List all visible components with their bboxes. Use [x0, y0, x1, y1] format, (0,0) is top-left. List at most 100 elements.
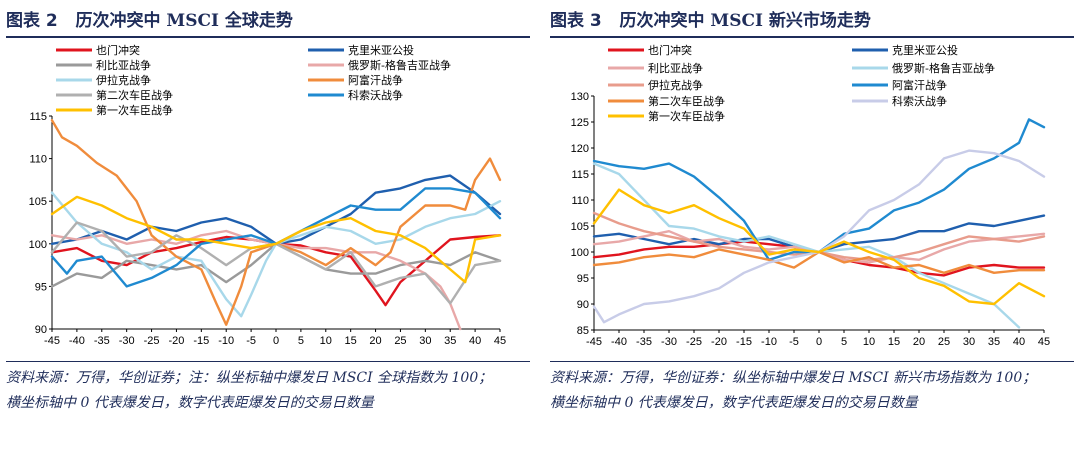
legend-label: 科索沃战争 — [892, 94, 947, 108]
y-tick-label: 85 — [577, 325, 589, 337]
series-line-4 — [50, 229, 462, 331]
x-tick-label: -5 — [789, 336, 799, 348]
legend-label: 俄罗斯-格鲁吉亚战争 — [348, 58, 451, 72]
y-tick-label: 115 — [29, 111, 47, 123]
x-tick-label: -45 — [586, 336, 602, 348]
legend-label: 阿富汗战争 — [892, 78, 947, 92]
x-tick-label: 15 — [345, 335, 357, 347]
y-tick-label: 105 — [571, 221, 589, 233]
x-tick-label: -15 — [193, 335, 209, 347]
legend-label: 利比亚战争 — [96, 58, 151, 72]
y-tick-label: 100 — [29, 239, 47, 251]
x-tick-label: -40 — [611, 336, 627, 348]
series-line-6 — [592, 118, 1046, 262]
series-line-5 — [50, 191, 502, 318]
legend-label: 第一次车臣战争 — [96, 103, 173, 117]
series-line-8 — [50, 187, 502, 288]
y-tick-label: 125 — [571, 117, 589, 129]
x-tick-label: 10 — [320, 335, 332, 347]
legend-label: 科索沃战争 — [348, 88, 403, 102]
x-tick-label: 30 — [963, 336, 975, 348]
title-rule — [550, 36, 1074, 38]
series-line-9 — [592, 188, 1046, 306]
title-rule — [6, 36, 530, 38]
x-tick-label: -15 — [736, 336, 752, 348]
y-tick-label: 110 — [29, 154, 47, 166]
chart-title-text: 历次冲突中 MSCI 全球走势 — [75, 11, 293, 31]
chart-panel-global: 图表 2 历次冲突中 MSCI 全球走势 90 95 100 105 110 115 -45… — [6, 0, 530, 458]
x-tick-label: -20 — [711, 336, 727, 348]
legend-label: 第二次车臣战争 — [648, 94, 725, 108]
series-line-9 — [50, 195, 502, 284]
y-tick-label: 100 — [571, 247, 589, 259]
x-tick-label: -20 — [168, 335, 184, 347]
x-tick-label: 45 — [494, 335, 506, 347]
source-note: 资料来源：万得，华创证券；注：纵坐标轴中爆发日 MSCI 全球指数为 100；横… — [6, 370, 493, 411]
y-tick-label: 90 — [577, 299, 589, 311]
y-tick-label: 90 — [35, 324, 47, 336]
x-tick-label: -10 — [218, 335, 234, 347]
legend-label: 第一次车臣战争 — [648, 109, 725, 123]
y-tick-label: 115 — [571, 169, 589, 181]
chart-title: 图表 2 历次冲突中 MSCI 全球走势 — [6, 6, 293, 31]
legend-label: 阿富汗战争 — [348, 73, 403, 87]
x-tick-label: -10 — [761, 336, 777, 348]
source-rule — [6, 361, 530, 362]
legend-label: 克里米亚公投 — [892, 43, 958, 57]
x-tick-label: 35 — [444, 335, 456, 347]
legend-label: 俄罗斯-格鲁吉亚战争 — [892, 61, 995, 75]
x-tick-label: -30 — [119, 335, 135, 347]
x-tick-label: -35 — [94, 335, 110, 347]
series-group — [50, 119, 502, 331]
x-tick-label: 5 — [841, 336, 847, 348]
y-tick-label: 110 — [571, 195, 589, 207]
x-tick-label: 15 — [888, 336, 900, 348]
series-line-1 — [50, 234, 502, 307]
y-tick-label: 95 — [577, 273, 589, 285]
x-tick-label: 30 — [419, 335, 431, 347]
legend-label: 伊拉克战争 — [96, 73, 151, 87]
x-tick-label: 45 — [1038, 336, 1050, 348]
x-tick-label: 10 — [863, 336, 875, 348]
y-tick-label: 120 — [571, 143, 589, 155]
x-tick-label: 40 — [1013, 336, 1025, 348]
y-tick-label: 95 — [35, 281, 47, 293]
legend-label: 也门冲突 — [96, 43, 140, 57]
x-tick-label: 20 — [913, 336, 925, 348]
legend-label: 克里米亚公投 — [348, 43, 414, 57]
x-tick-label: 0 — [816, 336, 822, 348]
series-line-8 — [592, 149, 1046, 324]
series-line-1 — [592, 240, 1046, 277]
legend-label: 也门冲突 — [648, 43, 692, 57]
x-tick-label: -5 — [246, 335, 256, 347]
x-tick-label: 20 — [369, 335, 381, 347]
x-tick-label: 25 — [394, 335, 406, 347]
x-tick-label: -40 — [69, 335, 85, 347]
chart-panel-emerging: 图表 3 历次冲突中 MSCI 新兴市场走势 85 90 95 100 105 110 11… — [550, 0, 1074, 458]
x-tick-label: 0 — [273, 335, 279, 347]
chart-title: 图表 3 历次冲突中 MSCI 新兴市场走势 — [550, 6, 871, 31]
x-tick-label: 5 — [298, 335, 304, 347]
x-tick-label: -35 — [636, 336, 652, 348]
y-tick-label: 105 — [29, 196, 47, 208]
series-line-6 — [50, 119, 502, 326]
legend-label: 利比亚战争 — [648, 61, 703, 75]
x-tick-label: -30 — [661, 336, 677, 348]
x-tick-label: -25 — [686, 336, 702, 348]
legend-label: 伊拉克战争 — [648, 78, 703, 92]
x-tick-label: -45 — [44, 335, 60, 347]
x-tick-label: -25 — [144, 335, 160, 347]
series-line-4 — [592, 162, 1021, 329]
figure-label: 图表 2 — [6, 11, 58, 31]
x-tick-label: 25 — [938, 336, 950, 348]
y-tick-label: 130 — [571, 91, 589, 103]
series-line-2 — [50, 174, 502, 246]
chart-title-text: 历次冲突中 MSCI 新兴市场走势 — [619, 11, 871, 31]
legend-label: 第二次车臣战争 — [96, 88, 173, 102]
